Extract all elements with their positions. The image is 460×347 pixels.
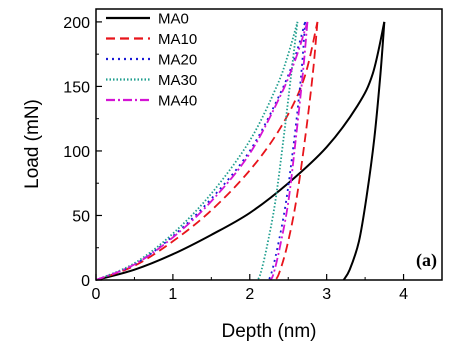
series-ma30-loading-curve <box>95 21 299 281</box>
x-tick-label: 2 <box>245 286 254 303</box>
plot-frame <box>95 8 443 281</box>
y-tick-label: 100 <box>63 144 90 161</box>
y-axis-label: Load (mN) <box>22 99 43 189</box>
y-tick-label: 200 <box>63 15 90 32</box>
legend-label-ma20: MA20 <box>158 52 197 69</box>
plot-lines <box>95 21 386 281</box>
series-ma30-unloading-curve <box>256 21 299 281</box>
x-tick-label: 0 <box>92 286 101 303</box>
legend-label-ma30: MA30 <box>158 72 197 89</box>
x-tick-label: 1 <box>168 286 177 303</box>
series-ma20-loading-curve <box>95 21 307 281</box>
y-tick-label: 150 <box>63 79 90 96</box>
x-axis-label: Depth (nm) <box>221 321 316 342</box>
series-ma40-unloading-curve <box>269 21 309 281</box>
legend-label-ma10: MA10 <box>158 31 197 48</box>
panel-label: (a) <box>416 250 437 271</box>
legend-label-ma0: MA0 <box>158 11 189 28</box>
series-ma0-loading-curve <box>95 21 386 281</box>
x-tick-label: 3 <box>322 286 331 303</box>
series-ma10-unloading-curve <box>274 21 319 281</box>
x-axis: 0 1 2 3 4 <box>92 274 408 303</box>
series-ma0-unloading-curve <box>342 21 386 281</box>
series-ma10-loading-curve <box>95 21 319 281</box>
y-tick-label: 0 <box>81 273 90 290</box>
y-tick-label: 50 <box>72 208 90 225</box>
series-ma20-unloading-curve <box>267 21 307 281</box>
x-tick-label: 4 <box>399 286 408 303</box>
legend: MA0 MA10 MA20 MA30 MA40 <box>106 11 197 110</box>
legend-label-ma40: MA40 <box>158 93 197 110</box>
series-ma40-loading-curve <box>95 21 309 281</box>
y-axis: 0 50 100 150 200 <box>63 15 102 290</box>
